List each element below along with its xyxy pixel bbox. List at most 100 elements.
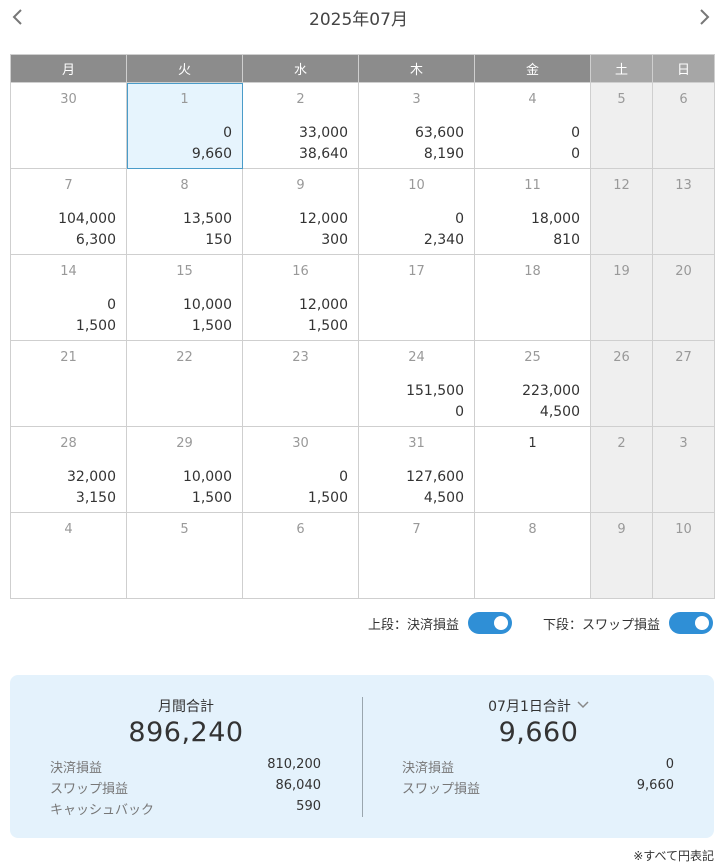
monthly-swap-value: 86,040 [275,778,322,793]
weekday-sun: 日 [652,54,715,83]
upper-toggle-label: 上段：決済損益 [368,617,460,633]
calendar-day-cell[interactable]: 12 [590,168,653,255]
calendar-day-cell[interactable]: 10 [652,512,715,599]
settlement-pnl-value: 0 [107,297,116,313]
calendar-day-cell[interactable]: 9 [590,512,653,599]
calendar-day-cell[interactable]: 6 [652,82,715,169]
monthly-swap-label: スワップ損益 [50,782,129,797]
weekday-sat: 土 [590,54,653,83]
settlement-pnl-value: 33,000 [299,125,348,141]
day-number: 8 [528,522,537,537]
day-number: 2 [296,92,305,107]
calendar-day-cell[interactable]: 24 151,500 0 [358,340,475,427]
calendar-day-cell[interactable]: 1 0 9,660 [126,82,243,169]
day-values: 0 2,340 [424,209,464,251]
calendar-day-cell[interactable]: 10 0 2,340 [358,168,475,255]
day-number: 21 [60,350,77,365]
day-number: 7 [412,522,421,537]
calendar-day-cell[interactable]: 6 [242,512,359,599]
prev-month-button[interactable] [8,5,28,29]
day-number: 10 [675,522,692,537]
day-number: 14 [60,264,77,279]
calendar-day-cell[interactable]: 3 [652,426,715,513]
day-number: 6 [679,92,688,107]
calendar-day-cell[interactable]: 30 0 1,500 [242,426,359,513]
calendar-day-cell[interactable]: 27 [652,340,715,427]
calendar-day-cell[interactable]: 3 63,600 8,190 [358,82,475,169]
calendar-day-cell[interactable]: 19 [590,254,653,341]
calendar-day-cell[interactable]: 22 [126,340,243,427]
monthly-cashback-label: キャッシュバック [50,803,155,818]
calendar-day-cell[interactable]: 5 [590,82,653,169]
calendar-day-cell[interactable]: 11 18,000 810 [474,168,591,255]
calendar-day-cell[interactable]: 26 [590,340,653,427]
calendar-day-cell[interactable]: 28 32,000 3,150 [10,426,127,513]
calendar-day-cell[interactable]: 9 12,000 300 [242,168,359,255]
weekday-fri: 金 [474,54,591,83]
calendar-day-cell[interactable]: 2 33,000 38,640 [242,82,359,169]
daily-total-selector[interactable]: 07月1日合計 [363,696,714,716]
day-number: 25 [524,350,541,365]
settlement-pnl-value: 12,000 [299,297,348,313]
calendar-header: 2025年07月 [0,0,717,34]
calendar-day-cell[interactable]: 7 104,000 6,300 [10,168,127,255]
settlement-pnl-value: 104,000 [58,211,116,227]
lower-toggle-group: 下段：スワップ損益 [543,612,714,634]
settlement-pnl-value: 0 [571,125,580,141]
calendar-day-cell[interactable]: 25 223,000 4,500 [474,340,591,427]
calendar-day-cell[interactable]: 16 12,000 1,500 [242,254,359,341]
settlement-pnl-toggle[interactable] [468,612,513,634]
day-number: 4 [64,522,73,537]
day-number: 9 [617,522,626,537]
currency-footnote: ※すべて円表記 [633,849,714,863]
calendar-day-cell[interactable]: 8 13,500 150 [126,168,243,255]
day-number: 18 [524,264,541,279]
calendar-day-cell[interactable]: 5 [126,512,243,599]
calendar-day-cell[interactable]: 1 [474,426,591,513]
day-number: 1 [528,436,537,451]
calendar-day-cell[interactable]: 29 10,000 1,500 [126,426,243,513]
swap-pnl-value: 2,340 [423,232,464,248]
calendar-day-cell[interactable]: 2 [590,426,653,513]
day-number: 10 [408,178,425,193]
calendar-day-cell[interactable]: 21 [10,340,127,427]
settlement-pnl-value: 127,600 [406,469,464,485]
calendar-day-cell[interactable]: 7 [358,512,475,599]
monthly-total-value: 896,240 [128,717,244,748]
day-number: 7 [64,178,73,193]
day-number: 22 [176,350,193,365]
day-values: 104,000 6,300 [58,209,116,251]
calendar-day-cell[interactable]: 31 127,600 4,500 [358,426,475,513]
calendar-day-cell[interactable]: 14 0 1,500 [10,254,127,341]
swap-pnl-value: 300 [321,232,348,248]
calendar-day-cell[interactable]: 18 [474,254,591,341]
calendar-day-cell[interactable]: 15 10,000 1,500 [126,254,243,341]
swap-pnl-toggle[interactable] [669,612,714,634]
calendar-day-cell[interactable]: 20 [652,254,715,341]
upper-toggle-group: 上段：決済損益 [368,612,513,634]
calendar-day-cell[interactable]: 30 [10,82,127,169]
settlement-pnl-value: 10,000 [183,297,232,313]
weekday-mon: 月 [10,54,127,83]
swap-pnl-value: 1,500 [307,318,348,334]
calendar-day-cell[interactable]: 17 [358,254,475,341]
calendar-day-cell[interactable]: 8 [474,512,591,599]
day-values: 223,000 4,500 [522,381,580,423]
calendar-day-cell[interactable]: 23 [242,340,359,427]
calendar-day-cell[interactable]: 4 [10,512,127,599]
settlement-pnl-value: 0 [339,469,348,485]
settlement-pnl-value: 18,000 [531,211,580,227]
next-month-button[interactable] [694,5,714,29]
day-number: 20 [675,264,692,279]
swap-pnl-value: 1,500 [191,490,232,506]
day-number: 3 [412,92,421,107]
day-number: 2 [617,436,626,451]
calendar-day-cell[interactable]: 13 [652,168,715,255]
weekday-header-row: 月 火 水 木 金 土 日 [10,54,715,83]
daily-total-value: 9,660 [498,717,579,748]
settlement-pnl-value: 0 [223,125,232,141]
day-values: 127,600 4,500 [406,467,464,509]
day-number: 5 [180,522,189,537]
